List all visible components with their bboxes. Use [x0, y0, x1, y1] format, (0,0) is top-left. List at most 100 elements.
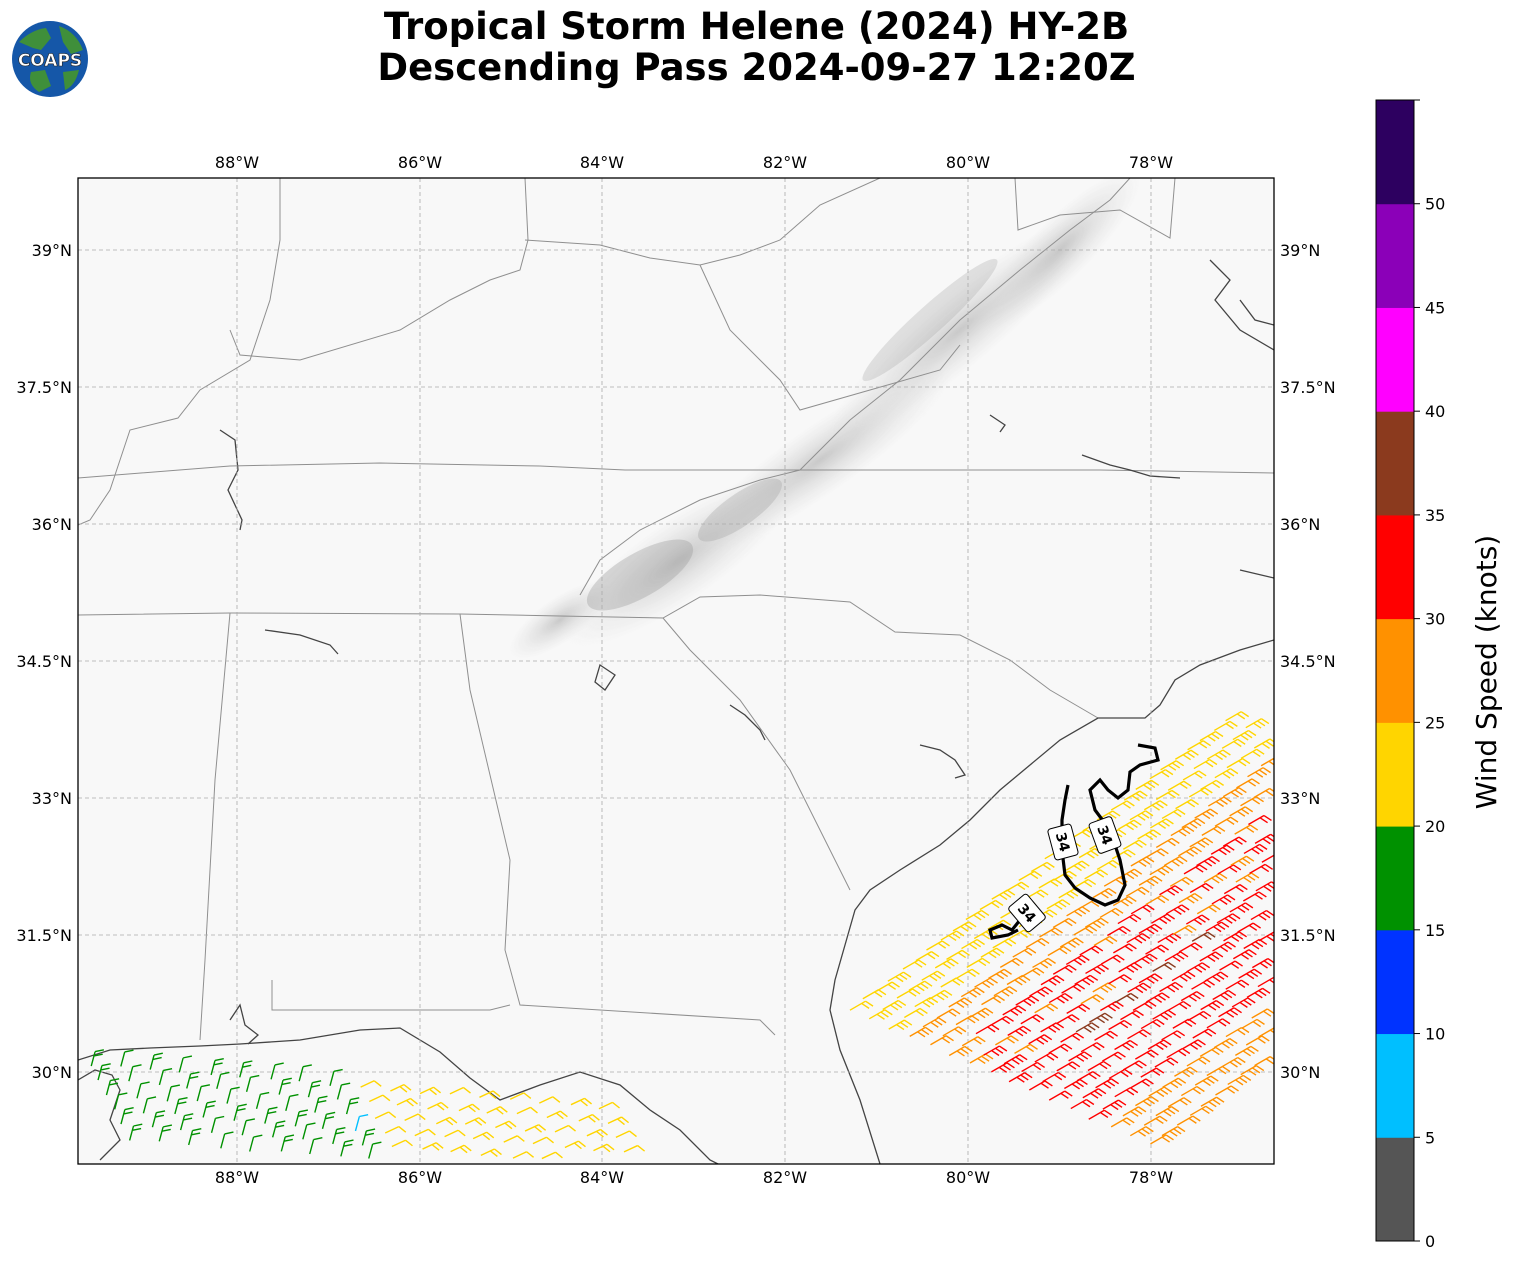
wind-barb [1020, 967, 1045, 978]
wind-barb [166, 1084, 181, 1102]
wind-barb [849, 1000, 874, 1011]
wind-barb [1236, 778, 1260, 789]
wind-barb [1006, 974, 1031, 986]
wind-barb [1008, 929, 1032, 940]
colorbar-segment [1376, 826, 1414, 931]
wind-barb [249, 1134, 263, 1152]
wind-barb [1196, 904, 1221, 915]
wind-barb [361, 1128, 376, 1146]
wind-barb [1108, 974, 1132, 985]
lat-tick-labels-left: 39°N 37.5°N 36°N 34.5°N 33°N 31.5°N 30°N [16, 241, 72, 1082]
wind-barb [419, 1086, 442, 1096]
wind-barb [1230, 855, 1255, 867]
wind-barb [1102, 1099, 1127, 1111]
wind-barb [1092, 887, 1117, 899]
wind-barb [1203, 872, 1228, 884]
wind-barb [623, 1144, 646, 1153]
wind-barb [302, 1122, 316, 1140]
wind-barb [914, 996, 939, 1008]
wind-barb [1148, 1086, 1173, 1098]
wind-barb [226, 1086, 240, 1104]
wind-barb [1255, 881, 1274, 892]
wind-barb [1150, 818, 1174, 829]
map-frame [77, 177, 1275, 1165]
wind-barb [1240, 1065, 1265, 1076]
wind-barb [1175, 799, 1199, 810]
wind-barb [1066, 906, 1091, 917]
wind-barb [1260, 756, 1274, 767]
wind-barb [1231, 997, 1256, 1008]
wind-barb [1253, 787, 1274, 799]
wind-barb [1135, 779, 1160, 791]
wind-barb [1122, 1106, 1147, 1117]
wind-barb [564, 1140, 586, 1150]
wind-barb [1234, 824, 1259, 835]
lat-tick: 34.5°N [16, 652, 72, 671]
wind-barb [178, 1055, 193, 1073]
wind-barb [1151, 913, 1175, 925]
wind-barb [1200, 1096, 1225, 1108]
wind-barb [1218, 1007, 1242, 1018]
wind-barb [1100, 954, 1125, 965]
wind-barb [1102, 1051, 1126, 1062]
wind-barb [1040, 975, 1065, 986]
wind-barb [458, 1103, 480, 1113]
wind-barb [1084, 869, 1109, 880]
wind-barb [524, 1124, 547, 1133]
wind-barb [1165, 904, 1190, 915]
wind-barb [1211, 894, 1236, 905]
wind-barb [1040, 1022, 1065, 1033]
wind-barb [1171, 971, 1196, 982]
wind-barb [1126, 932, 1151, 944]
wind-barb [1088, 1109, 1113, 1120]
wind-barb [1245, 718, 1270, 729]
wind-barb [1014, 1043, 1038, 1054]
wind-barb [888, 1019, 913, 1031]
wind-barb [1159, 981, 1184, 993]
wind-barb [946, 949, 970, 960]
wind-barb [149, 1052, 163, 1070]
wind-barb [1178, 942, 1203, 953]
wind-barb [990, 1015, 1014, 1027]
wind-barb [321, 1111, 336, 1129]
wind-barb [1134, 1049, 1159, 1060]
wind-barb [1118, 868, 1143, 880]
wind-barb [991, 1062, 1015, 1073]
wind-barb [210, 1115, 225, 1133]
colorbar-segment [1376, 929, 1414, 1035]
wind-barb [512, 1151, 535, 1159]
wind-barb [472, 1131, 495, 1141]
wind-barb [1254, 833, 1274, 845]
wind-barb [1012, 947, 1037, 958]
wind-barb [369, 1094, 391, 1103]
wind-barb [1246, 987, 1271, 999]
wind-barb [876, 981, 900, 992]
wind-barb [509, 1092, 532, 1100]
wind-barb [936, 1008, 961, 1019]
wind-barb [578, 1113, 600, 1123]
wind-barb [1181, 817, 1206, 829]
wind-barb [360, 1080, 382, 1088]
wind-barb [1094, 1030, 1118, 1041]
wind-barb [1232, 949, 1257, 960]
wind-barb [965, 909, 990, 921]
wind-barb [294, 1109, 309, 1127]
wind-barb [255, 1091, 270, 1110]
wind-barb [1108, 1019, 1133, 1031]
chart-title: Tropical Storm Helene (2024) HY-2B Desce… [0, 6, 1513, 88]
wind-barb [934, 958, 959, 969]
colorbar-tick-label: 35 [1425, 506, 1445, 525]
wind-barb [1214, 768, 1239, 779]
colorbar-segment [1376, 618, 1414, 723]
wind-barb [1130, 1078, 1154, 1089]
wind-barb [336, 1082, 351, 1100]
wind-barb [961, 1036, 986, 1047]
wind-barb [926, 940, 950, 951]
wind-barb [1052, 964, 1077, 975]
colorbar-segment [1376, 514, 1414, 620]
wind-barb [1157, 932, 1182, 944]
wind-barb [390, 1083, 412, 1093]
coastlines [78, 259, 1274, 1164]
wind-barb [1174, 1066, 1198, 1078]
wind-barb [948, 1045, 973, 1057]
